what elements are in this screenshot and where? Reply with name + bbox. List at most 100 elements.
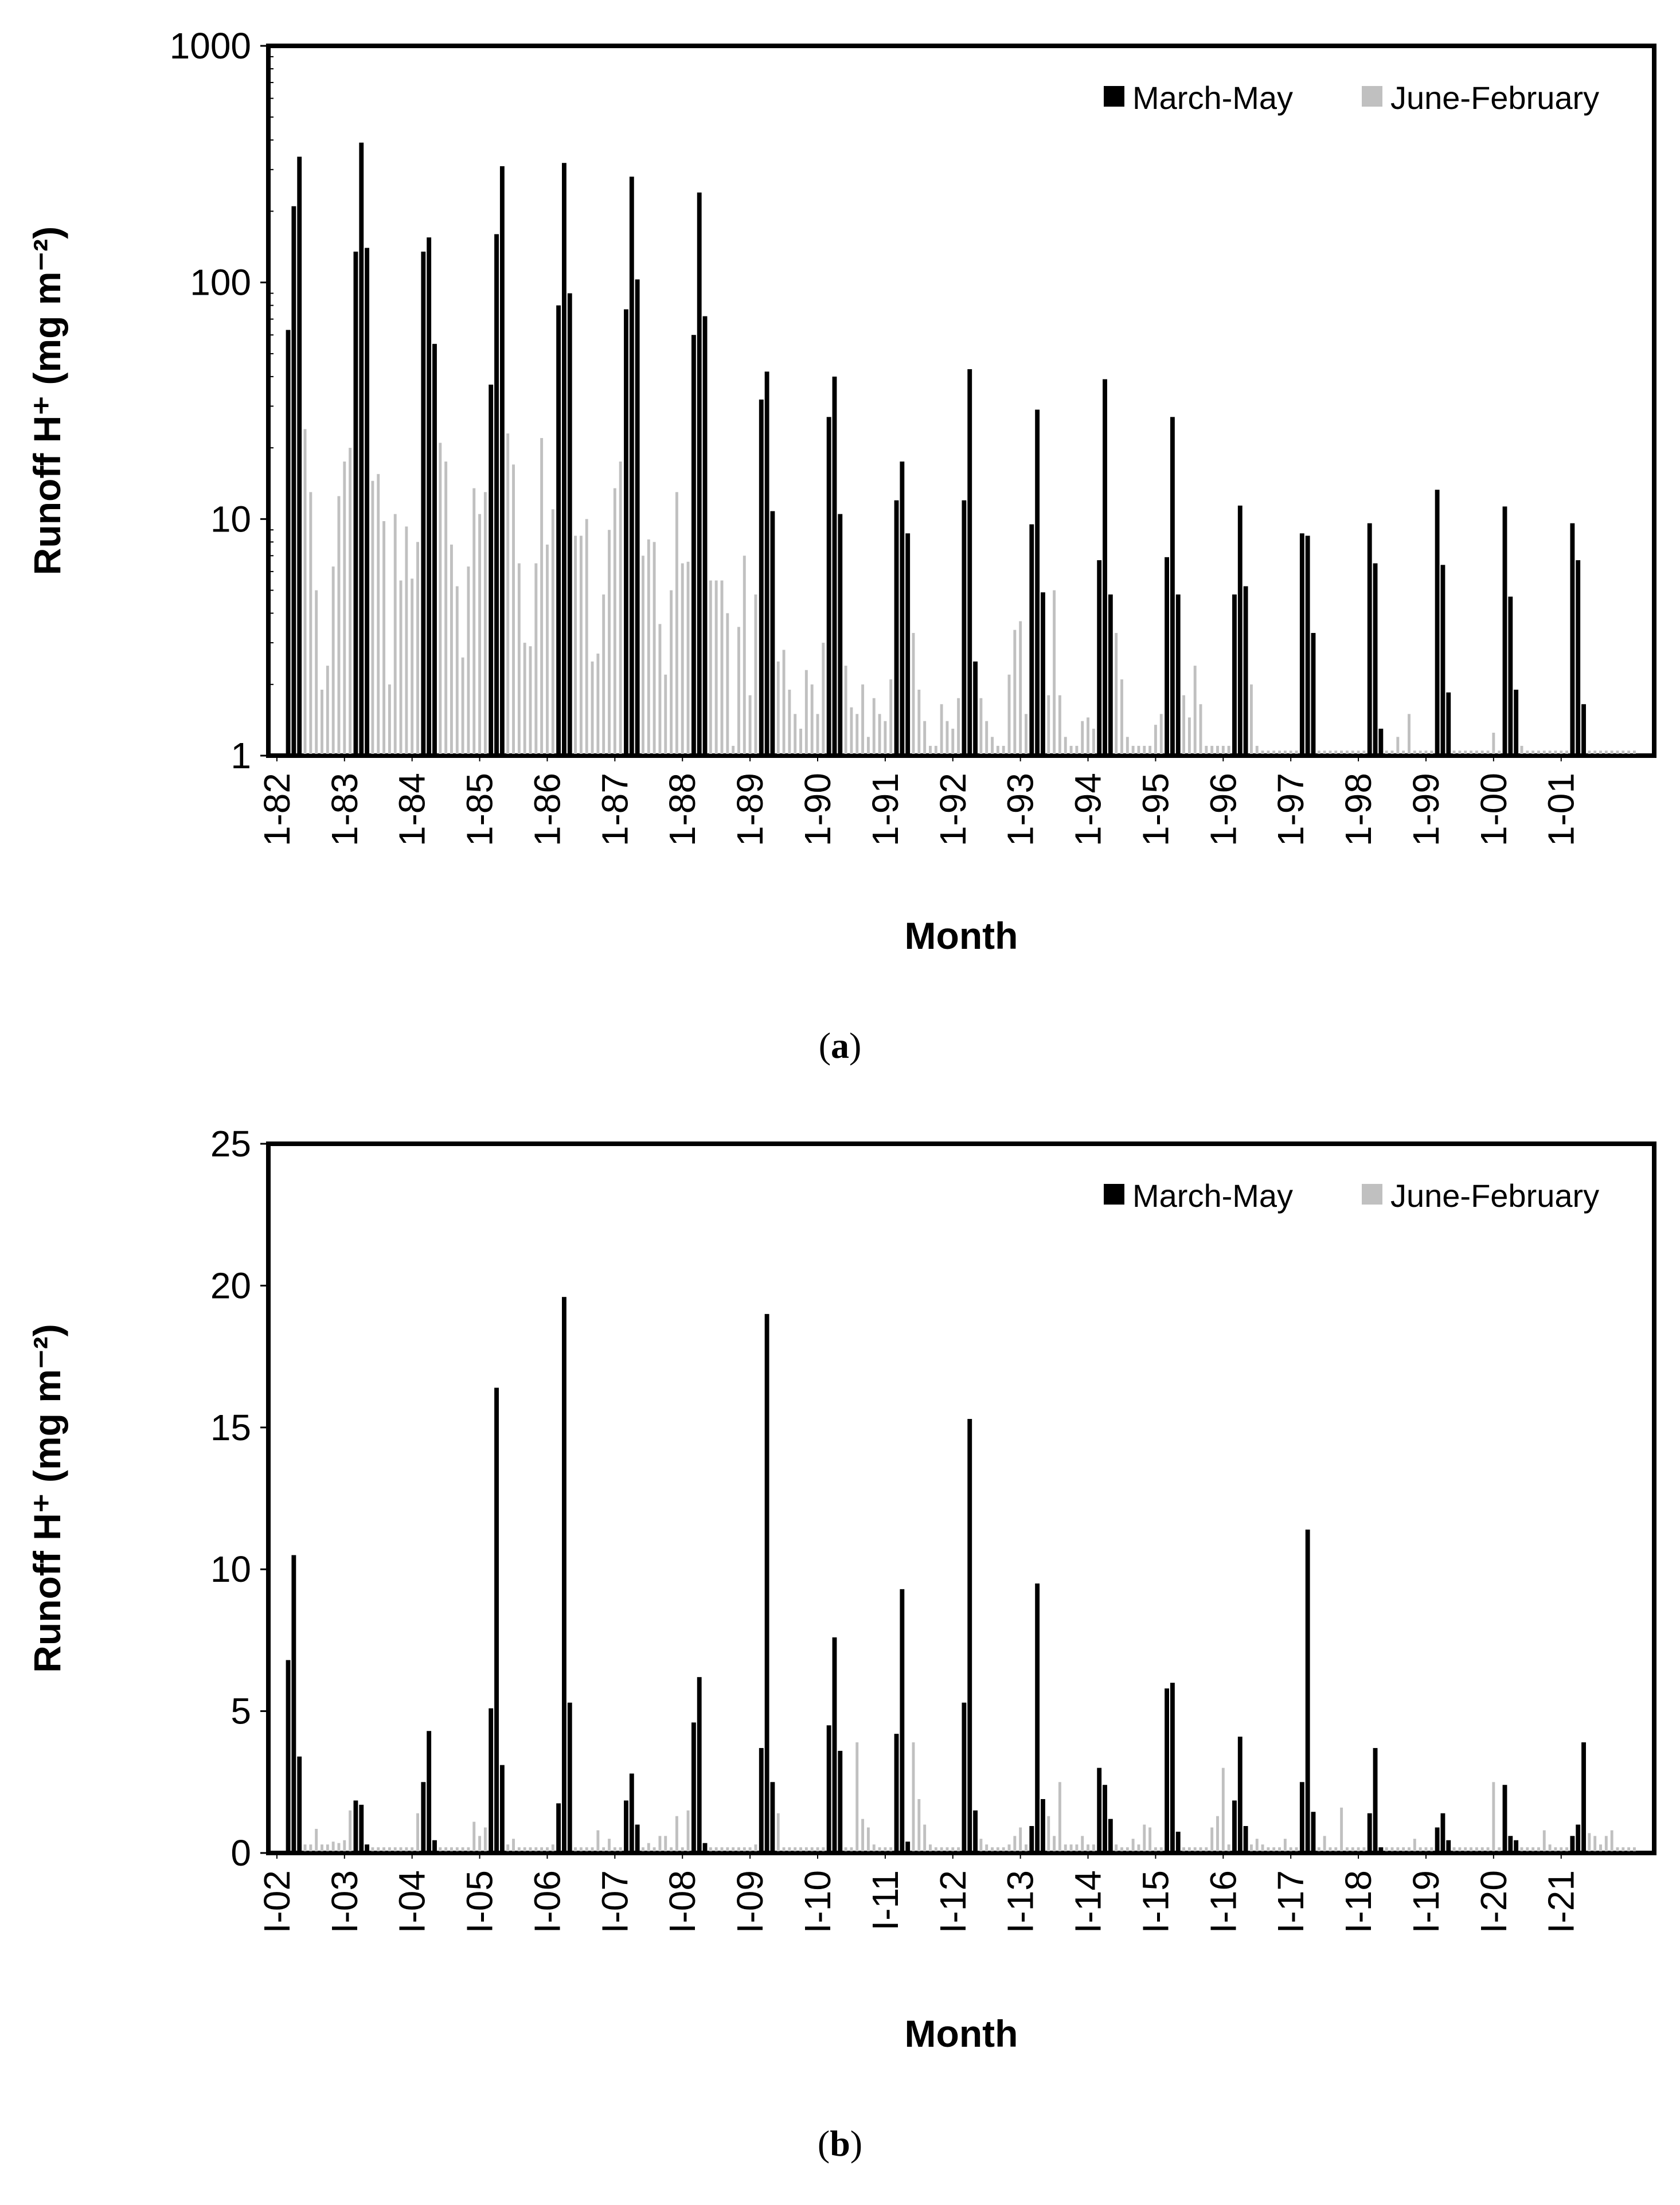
bar-june-february	[1526, 1847, 1529, 1853]
bar-june-february	[1064, 1844, 1067, 1853]
bar-june-february	[405, 1847, 408, 1853]
bar-june-february	[1475, 750, 1478, 756]
bar-june-february	[309, 1844, 312, 1853]
bar-june-february	[309, 492, 312, 756]
bar-june-february	[1520, 1847, 1523, 1853]
bar-june-february	[917, 689, 921, 756]
bar-march-may	[421, 251, 426, 756]
bar-march-may	[962, 500, 967, 756]
chart-panel-a: 1 10 100 1000 1-82 1-83 1-84 1-85 1-86 1-87 1-88 1-…	[26, 25, 1656, 1066]
bar-march-may	[286, 330, 291, 756]
bar-june-february	[1267, 750, 1270, 756]
bar-june-february	[1019, 1827, 1022, 1853]
bar-june-february	[506, 1844, 510, 1853]
bar-june-february	[714, 580, 718, 756]
x-tick-label: 1-85	[459, 773, 501, 846]
bar-march-may	[635, 279, 640, 756]
bar-june-february	[1019, 621, 1022, 756]
bar-june-february	[1475, 1847, 1478, 1853]
bar-march-may	[489, 1708, 494, 1853]
bar-june-february	[1058, 1782, 1061, 1853]
bar-june-february	[816, 714, 819, 756]
bar-june-february	[1137, 745, 1140, 756]
bar-june-february	[1351, 1847, 1354, 1853]
bar-march-may	[764, 1313, 769, 1853]
bar-june-february	[467, 566, 470, 756]
bar-june-february	[647, 539, 650, 756]
bar-june-february	[1419, 750, 1422, 756]
bar-june-february	[1092, 728, 1095, 756]
legend-swatch-march-may	[1104, 86, 1124, 107]
bar-june-february	[889, 679, 893, 756]
bar-june-february	[1069, 1844, 1073, 1853]
bar-june-february	[613, 488, 616, 756]
bar-march-may	[365, 248, 370, 756]
bar-june-february	[1154, 725, 1157, 756]
bar-june-february	[444, 462, 448, 756]
x-tick-label: I-13	[1000, 1870, 1041, 1933]
bar-march-may	[702, 316, 708, 756]
bar-june-february	[1131, 1839, 1135, 1853]
bar-june-february	[923, 1824, 927, 1853]
x-tick-label: 1-83	[324, 773, 365, 846]
bar-june-february	[1075, 745, 1079, 756]
bar-june-february	[1295, 750, 1298, 756]
bar-march-may	[1041, 592, 1045, 756]
bar-june-february	[1458, 1847, 1462, 1853]
bar-march-may	[1367, 1813, 1372, 1853]
bar-june-february	[1548, 750, 1552, 756]
bar-march-may	[365, 1844, 370, 1853]
bar-june-february	[951, 728, 955, 756]
bar-june-february	[321, 1844, 323, 1853]
bar-june-february	[1554, 1847, 1557, 1853]
bar-march-may	[567, 1702, 572, 1853]
bar-june-february	[782, 650, 786, 756]
bar-june-february	[844, 1847, 847, 1853]
bar-june-february	[411, 578, 414, 756]
bar-june-february	[878, 714, 881, 756]
bar-june-february	[929, 1844, 932, 1853]
bar-june-february	[850, 1847, 853, 1853]
bar-june-february	[1329, 750, 1332, 756]
bar-june-february	[1424, 750, 1428, 756]
bar-march-may	[1581, 1742, 1586, 1853]
bar-june-february	[1159, 714, 1163, 756]
bar-june-february	[675, 1816, 678, 1853]
bar-june-february	[748, 695, 752, 756]
legend-swatch-june-february	[1362, 86, 1382, 107]
bar-march-may	[1581, 704, 1586, 756]
x-tick-label: 1-90	[797, 773, 838, 846]
bar-june-february	[1199, 1847, 1202, 1853]
bar-march-may	[629, 1773, 634, 1853]
bar-march-may	[567, 293, 572, 756]
bar-june-february	[1340, 750, 1343, 756]
bar-june-february	[1345, 1847, 1349, 1853]
y-tick-label: 10	[210, 1549, 251, 1590]
bar-june-february	[1452, 750, 1456, 756]
bar-june-february	[1081, 721, 1084, 756]
bar-june-february	[1249, 1844, 1253, 1853]
bar-june-february	[591, 1847, 594, 1853]
bar-june-february	[1289, 1847, 1292, 1853]
bar-march-may	[1029, 1825, 1034, 1853]
bar-june-february	[540, 1847, 544, 1853]
bar-june-february	[861, 684, 865, 756]
bar-june-february	[455, 586, 459, 756]
bar-june-february	[483, 492, 487, 756]
y-axis-title: Runoff H⁺ (mg m⁻²)	[26, 226, 68, 576]
bar-march-may	[1299, 1782, 1304, 1853]
bar-june-february	[1340, 1807, 1343, 1853]
bar-june-february	[1458, 750, 1462, 756]
bar-june-february	[737, 1847, 740, 1853]
bar-june-february	[1548, 1844, 1552, 1853]
bar-june-february	[1470, 750, 1473, 756]
bar-june-february	[1402, 1847, 1405, 1853]
bar-march-may	[1232, 1800, 1237, 1853]
bar-june-february	[681, 1847, 684, 1853]
bar-march-may	[1378, 728, 1384, 756]
bar-march-may	[1508, 1836, 1513, 1853]
bar-march-may	[1440, 565, 1445, 756]
x-tick-label: 1-91	[865, 773, 906, 846]
bar-june-february	[985, 721, 989, 756]
bar-march-may	[1373, 563, 1378, 756]
